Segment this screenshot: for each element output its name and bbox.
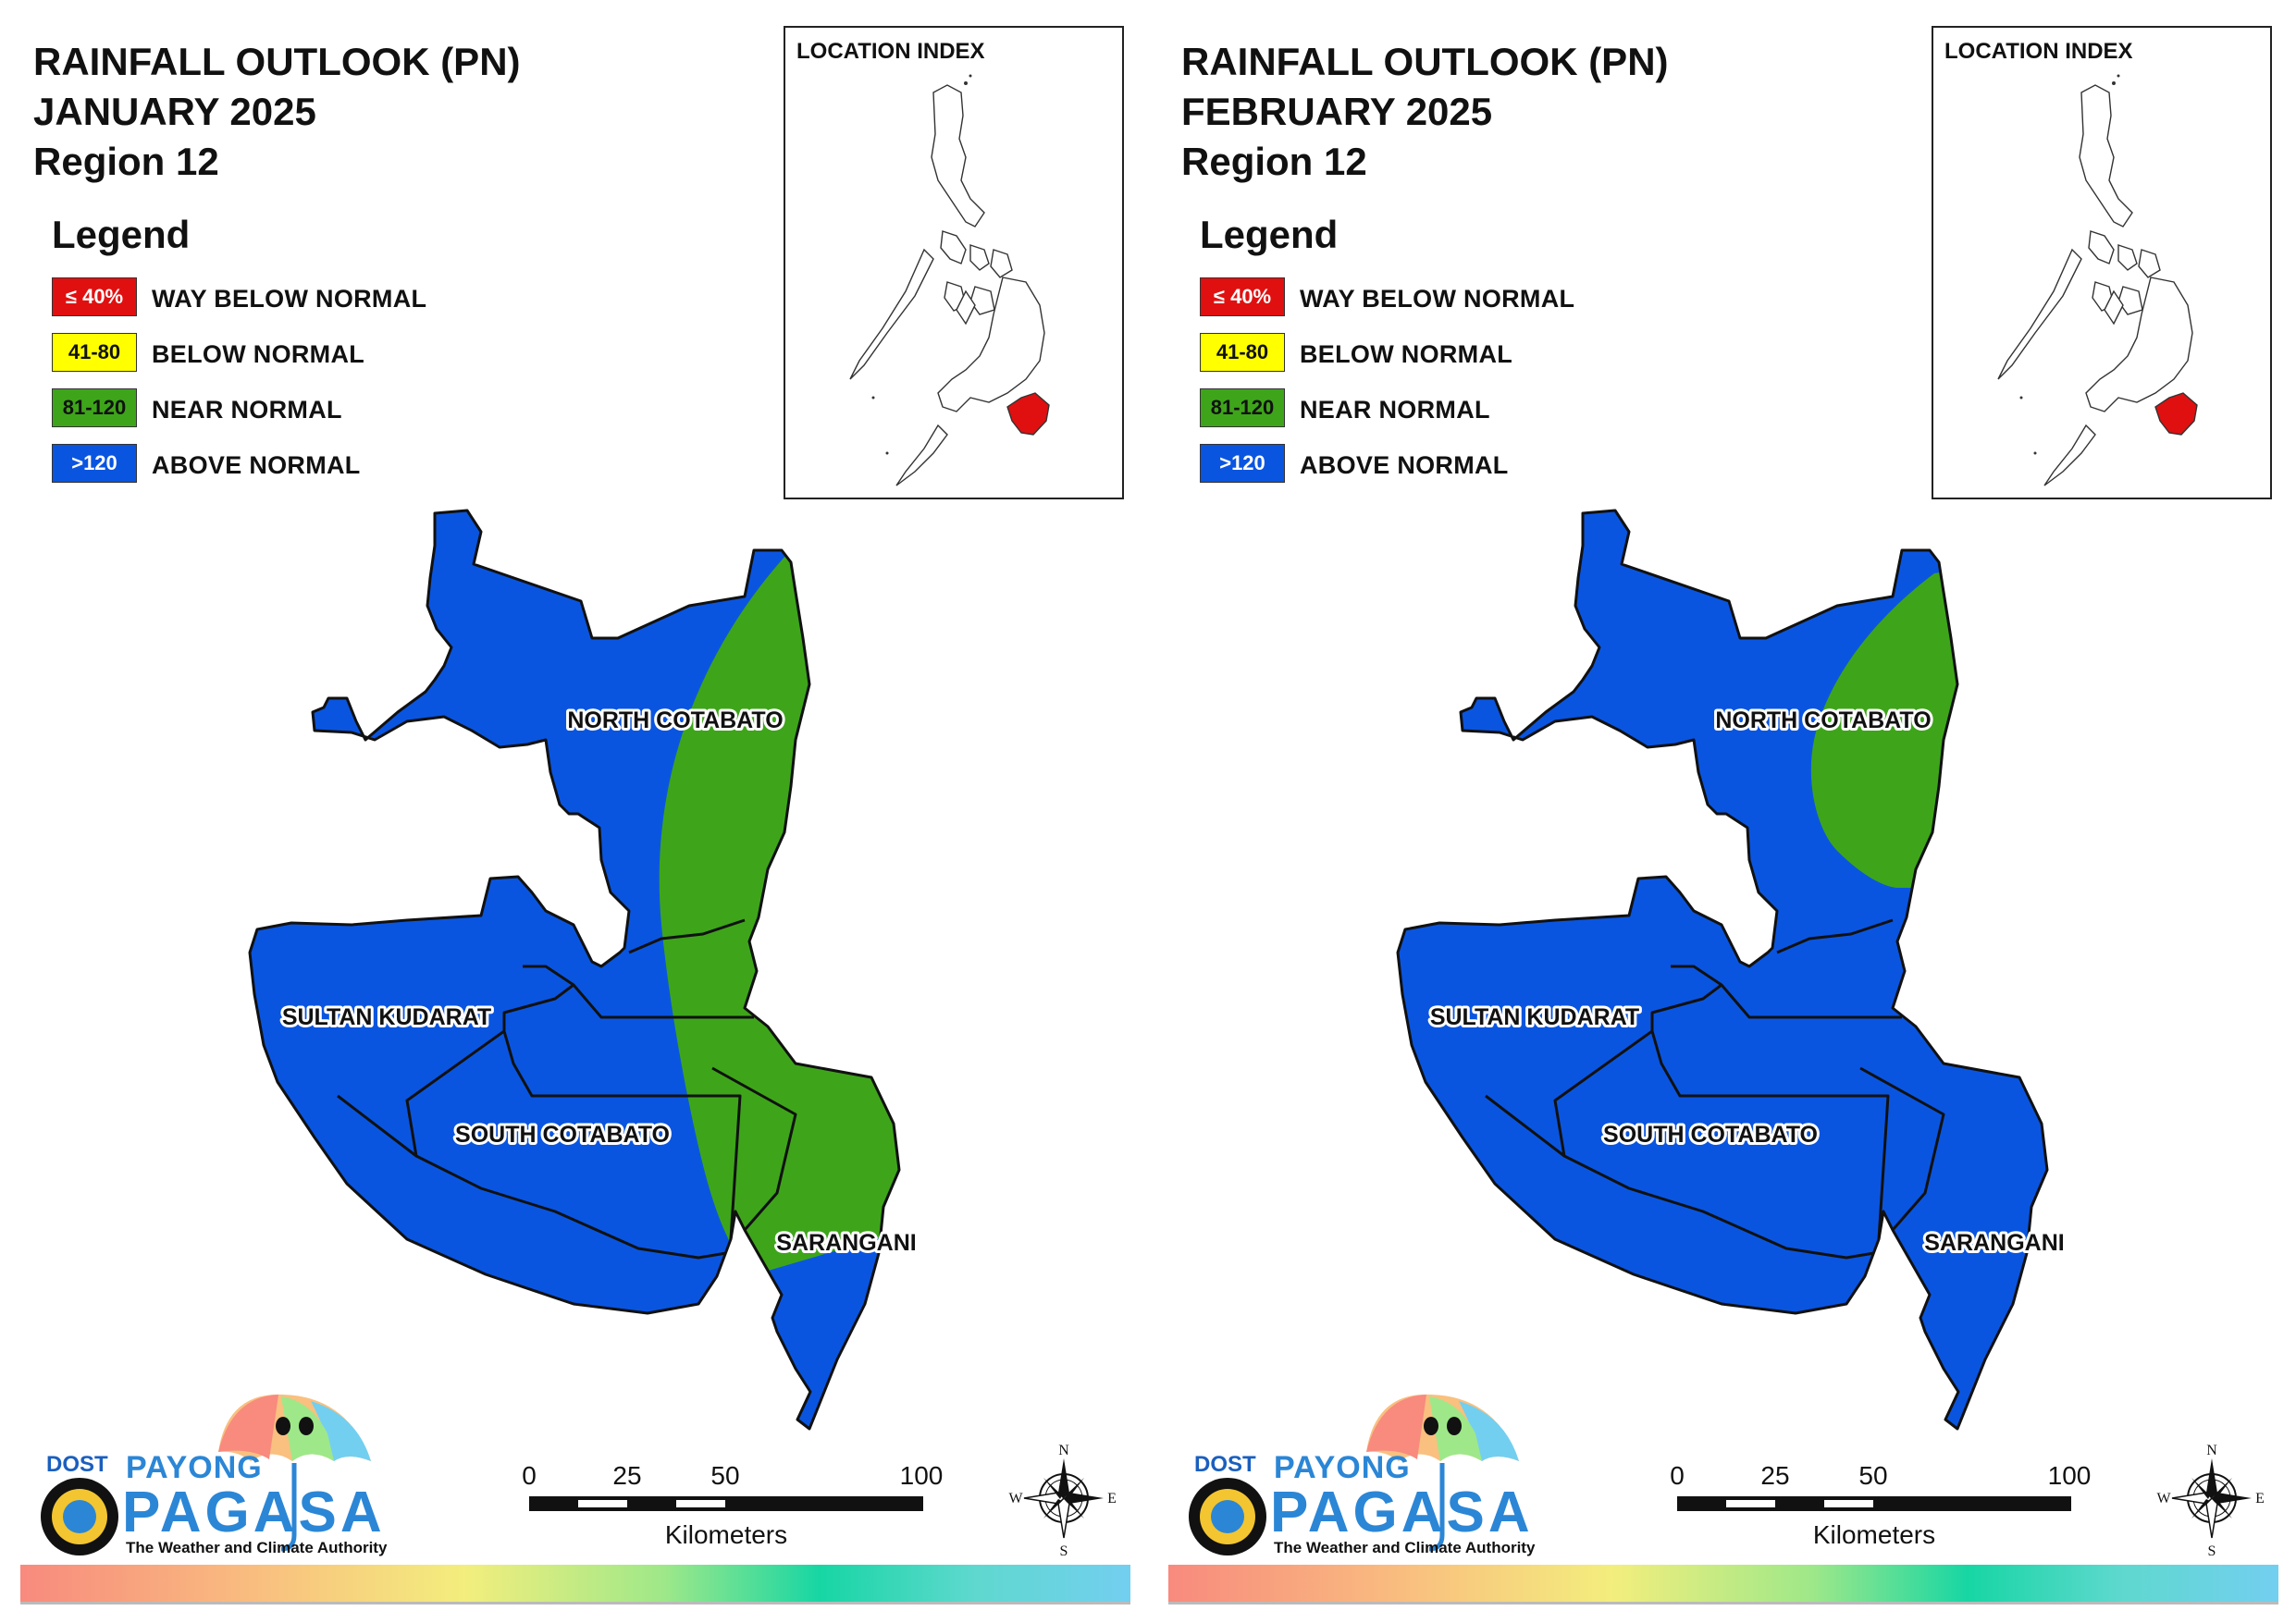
legend-label: NEAR NORMAL: [1300, 396, 1490, 424]
compass-s: S: [2208, 1543, 2216, 1558]
title-line-2: JANUARY 2025: [33, 90, 316, 133]
legend-label: WAY BELOW NORMAL: [152, 285, 427, 313]
legend-swatch: 81-120: [52, 388, 137, 427]
label-sarangani: SARANGANI: [1924, 1230, 2064, 1256]
region-12-rainfall-map: NORTH COTABATO SULTAN KUDARAT SOUTH COTA…: [1396, 509, 2068, 1431]
dost-text: DOST: [1194, 1452, 1256, 1477]
scale-unit: Kilometers: [1812, 1520, 1936, 1549]
label-sultan-kudarat: SULTAN KUDARAT: [1430, 1004, 1639, 1030]
title-line-1: RAINFALL OUTLOOK (PN): [1181, 40, 1669, 83]
label-north-cotabato: NORTH COTABATO: [567, 707, 783, 733]
legend-item-way-below-normal: ≤ 40% WAY BELOW NORMAL: [52, 277, 426, 333]
compass-rose-icon: N S E W: [1008, 1438, 1119, 1559]
label-sarangani: SARANGANI: [776, 1230, 916, 1256]
philippines-outline-map: [849, 74, 1050, 486]
scale-bar: 0 25 50 100 Kilometers: [1670, 1461, 2091, 1549]
payong-text: PAYONG: [1274, 1450, 1411, 1485]
title-line-1: RAINFALL OUTLOOK (PN): [33, 40, 521, 83]
legend-item-below-normal: 41-80 BELOW NORMAL: [1200, 333, 1512, 388]
legend: Legend ≤ 40% WAY BELOW NORMAL 41-80 BELO…: [1200, 213, 1574, 499]
title-line-2: FEBRUARY 2025: [1181, 90, 1493, 133]
scale-tick: 100: [899, 1461, 944, 1490]
label-south-cotabato: SOUTH COTABATO: [1603, 1122, 1818, 1148]
footer-gradient-bar: [20, 1565, 1130, 1602]
legend-item-above-normal: >120 ABOVE NORMAL: [52, 444, 360, 499]
legend-heading: Legend: [1200, 213, 1339, 256]
compass-e: E: [1107, 1491, 1117, 1506]
dost-text: DOST: [46, 1452, 108, 1477]
legend-item-above-normal: >120 ABOVE NORMAL: [1200, 444, 1508, 499]
scale-tick: 50: [710, 1461, 740, 1490]
legend-swatch: ≤ 40%: [52, 277, 137, 316]
footer-line: [20, 1602, 1130, 1605]
legend-label: NEAR NORMAL: [152, 396, 342, 424]
legend-label: BELOW NORMAL: [152, 340, 365, 368]
compass-n: N: [1058, 1443, 1069, 1458]
compass-w: W: [2156, 1491, 2171, 1506]
tagline-text: The Weather and Climate Authority: [126, 1539, 388, 1556]
location-index-title: LOCATION INDEX: [796, 39, 985, 64]
umbrella-logo-graphic: [1189, 1394, 1519, 1555]
tagline-text: The Weather and Climate Authority: [1274, 1539, 1536, 1556]
label-sultan-kudarat: SULTAN KUDARAT: [282, 1004, 491, 1030]
payong-pagasa-logo: DOST PAYONG PAGASA The Weather and Clima…: [33, 1387, 388, 1563]
scale-bar-graphic: [529, 1496, 923, 1511]
outlook-panel-february: RAINFALL OUTLOOK (PN) FEBRUARY 2025 Regi…: [1148, 0, 2296, 1623]
region-12-highlight: [1006, 392, 1050, 436]
map-title: RAINFALL OUTLOOK (PN) FEBRUARY 2025 Regi…: [1181, 37, 1669, 187]
region-12-highlight: [2154, 392, 2198, 436]
legend-item-below-normal: 41-80 BELOW NORMAL: [52, 333, 364, 388]
payong-text: PAYONG: [126, 1450, 263, 1485]
compass-s: S: [1060, 1543, 1068, 1558]
scale-tick: 25: [1760, 1461, 1790, 1490]
umbrella-logo-graphic: [41, 1394, 371, 1555]
location-index: LOCATION INDEX: [784, 26, 1124, 499]
location-index: LOCATION INDEX: [1932, 26, 2272, 499]
scale-tick: 100: [2047, 1461, 2092, 1490]
legend-swatch: >120: [1200, 444, 1285, 483]
location-index-title: LOCATION INDEX: [1944, 39, 2133, 64]
legend-label: ABOVE NORMAL: [152, 451, 361, 479]
legend-swatch: 41-80: [52, 333, 137, 372]
legend-label: BELOW NORMAL: [1300, 340, 1513, 368]
title-line-3: Region 12: [33, 140, 219, 183]
pagasa-text: PAGASA: [122, 1481, 386, 1544]
legend-swatch: >120: [52, 444, 137, 483]
above-normal-area: [1398, 510, 2047, 1429]
philippines-outline-map: [1997, 74, 2198, 486]
scale-tick: 50: [1858, 1461, 1888, 1490]
scale-unit: Kilometers: [664, 1520, 788, 1549]
legend-swatch: ≤ 40%: [1200, 277, 1285, 316]
region-12-rainfall-map: NORTH COTABATO SULTAN KUDARAT SOUTH COTA…: [248, 509, 917, 1431]
footer-gradient-bar: [1168, 1565, 2278, 1602]
compass-e: E: [2255, 1491, 2265, 1506]
label-north-cotabato: NORTH COTABATO: [1715, 707, 1931, 733]
label-south-cotabato: SOUTH COTABATO: [455, 1122, 670, 1148]
payong-pagasa-logo: DOST PAYONG PAGASA The Weather and Clima…: [1181, 1387, 1536, 1563]
legend-swatch: 41-80: [1200, 333, 1285, 372]
scale-tick: 0: [522, 1461, 537, 1490]
scale-tick: 0: [1670, 1461, 1685, 1490]
title-line-3: Region 12: [1181, 140, 1367, 183]
legend-swatch: 81-120: [1200, 388, 1285, 427]
legend-heading: Legend: [52, 213, 191, 256]
map-title: RAINFALL OUTLOOK (PN) JANUARY 2025 Regio…: [33, 37, 521, 187]
compass-w: W: [1008, 1491, 1023, 1506]
compass-rose-icon: N S E W: [2156, 1438, 2267, 1559]
scale-tick: 25: [612, 1461, 642, 1490]
pagasa-text: PAGASA: [1270, 1481, 1534, 1544]
footer-line: [1168, 1602, 2278, 1605]
legend: Legend ≤ 40% WAY BELOW NORMAL 41-80 BELO…: [52, 213, 426, 499]
compass-n: N: [2206, 1443, 2217, 1458]
scale-bar: 0 25 50 100 Kilometers: [522, 1461, 943, 1549]
legend-label: ABOVE NORMAL: [1300, 451, 1509, 479]
above-normal-area: [250, 510, 899, 1429]
scale-bar-graphic: [1677, 1496, 2071, 1511]
legend-item-way-below-normal: ≤ 40% WAY BELOW NORMAL: [1200, 277, 1574, 333]
legend-item-near-normal: 81-120 NEAR NORMAL: [52, 388, 341, 444]
outlook-panel-january: RAINFALL OUTLOOK (PN) JANUARY 2025 Regio…: [20, 26, 1130, 1605]
legend-item-near-normal: 81-120 NEAR NORMAL: [1200, 388, 1489, 444]
legend-label: WAY BELOW NORMAL: [1300, 285, 1575, 313]
